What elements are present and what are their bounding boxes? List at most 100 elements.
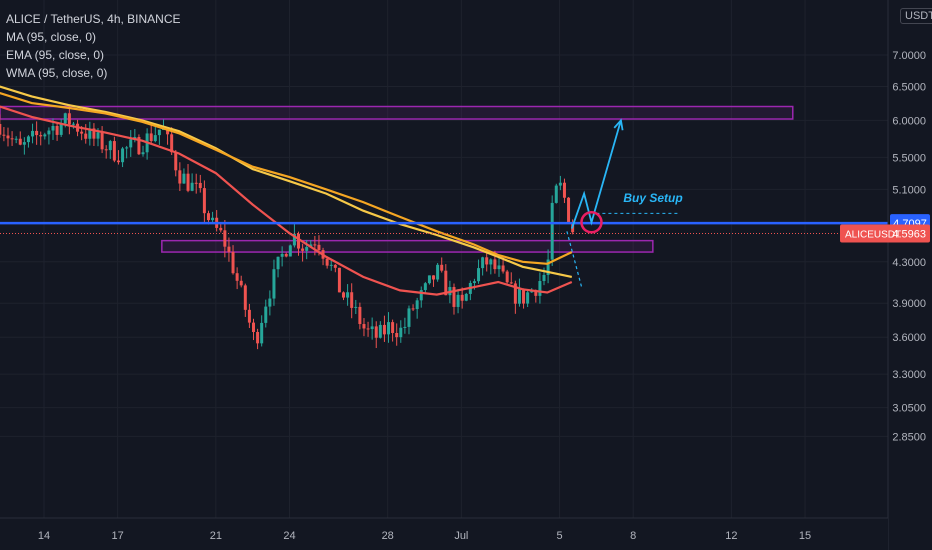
candle-body — [427, 275, 431, 284]
candle-body — [59, 123, 63, 135]
candle-body — [489, 259, 493, 265]
x-tick-label: 28 — [382, 530, 394, 542]
candle-body — [374, 326, 378, 338]
zone-rect-0 — [0, 105, 794, 120]
candle-body — [292, 233, 296, 246]
candle-body — [116, 160, 120, 163]
candle-body — [432, 275, 436, 280]
ema-line — [0, 85, 573, 278]
candle-body — [92, 128, 96, 139]
candle-body — [104, 149, 108, 151]
candle-body — [505, 271, 509, 283]
candle-body — [198, 182, 202, 189]
candle-body — [10, 138, 14, 140]
indicator-ma[interactable]: MA (95, close, 0) — [6, 30, 97, 44]
candle-body — [501, 265, 505, 272]
candle-body — [550, 202, 554, 260]
candle-body — [280, 253, 284, 257]
trade-projection — [0, 118, 888, 288]
candle-body — [354, 306, 358, 308]
indicator-ema[interactable]: EMA (95, close, 0) — [6, 48, 105, 62]
x-tick-label: 12 — [725, 530, 737, 542]
projection-arrow-head — [613, 118, 624, 131]
candle-body — [141, 152, 145, 155]
y-tick-label: 7.0000 — [892, 50, 926, 62]
candle-body — [460, 294, 464, 301]
candle-body — [63, 113, 67, 124]
candle-body — [546, 259, 550, 275]
candle-body — [227, 246, 231, 252]
candle-body — [444, 270, 448, 296]
candle-body — [6, 135, 10, 139]
candle-body — [472, 281, 476, 283]
projection-down-path — [566, 231, 583, 288]
y-axis-panel — [888, 0, 932, 550]
candle-body — [149, 133, 153, 142]
candle-body — [423, 283, 427, 291]
candle-body — [35, 130, 39, 136]
candle-body — [71, 123, 75, 125]
candle-body — [407, 308, 411, 327]
x-tick-label: 17 — [112, 530, 124, 542]
candle-body — [235, 273, 239, 281]
candle-body — [256, 331, 260, 344]
buy-setup-label: Buy Setup — [623, 191, 682, 205]
candle-body — [395, 333, 399, 338]
candle-body — [558, 182, 562, 186]
candle-body — [382, 324, 386, 335]
candle-body — [211, 217, 215, 221]
candle-body — [26, 136, 30, 143]
candle-body — [247, 309, 251, 323]
candle-body — [108, 141, 112, 151]
candle-body — [47, 130, 51, 135]
candle-body — [2, 134, 6, 136]
candle-body — [157, 129, 161, 136]
ma-line — [0, 105, 573, 296]
candle-body — [43, 134, 47, 137]
candle-body — [276, 256, 280, 270]
candle-body — [542, 274, 546, 282]
candle-body — [178, 170, 182, 184]
moving-averages — [0, 85, 573, 296]
candle-body — [125, 147, 129, 149]
candle-body — [166, 128, 170, 135]
candle-body — [202, 188, 206, 214]
candle-body — [14, 138, 18, 140]
y-tick-label: 5.5000 — [892, 152, 926, 164]
candle-body — [554, 185, 558, 203]
y-tick-label: 6.0000 — [892, 115, 926, 127]
candle-body — [223, 230, 227, 247]
y-tick-label: 4.3000 — [892, 257, 926, 269]
currency-badge[interactable]: USDT — [900, 8, 932, 24]
candle-body — [18, 138, 22, 145]
candle-body — [239, 280, 243, 286]
buy-point-circle — [580, 211, 603, 234]
candle-body — [297, 233, 301, 249]
candle-body — [251, 322, 255, 332]
candle-body — [333, 264, 337, 268]
x-tick-label: 5 — [556, 530, 562, 542]
candle-body — [362, 324, 366, 329]
candle-body — [186, 173, 190, 191]
candle-body — [100, 132, 104, 150]
candle-body — [464, 293, 468, 301]
candle-body — [194, 182, 198, 184]
y-tick-label: 6.5000 — [892, 81, 926, 93]
candle-body — [419, 290, 423, 301]
y-tick-label: 5.1000 — [892, 184, 926, 196]
candle-body — [80, 131, 84, 134]
candle-body — [366, 328, 370, 330]
indicator-wma[interactable]: WMA (95, close, 0) — [6, 66, 108, 80]
symbol-title[interactable]: ALICE / TetherUS, 4h, BINANCE — [6, 12, 181, 26]
candle-body — [526, 292, 530, 304]
candle-body — [538, 281, 542, 296]
candle-body — [129, 139, 133, 148]
candle-body — [284, 253, 288, 257]
candle-body — [0, 123, 2, 135]
symbol-price-tag: ALICEUSDT — [845, 230, 901, 241]
candle-body — [440, 264, 444, 271]
candle-body — [305, 247, 309, 251]
x-tick-label: 8 — [630, 530, 636, 542]
candle-body — [485, 257, 489, 265]
